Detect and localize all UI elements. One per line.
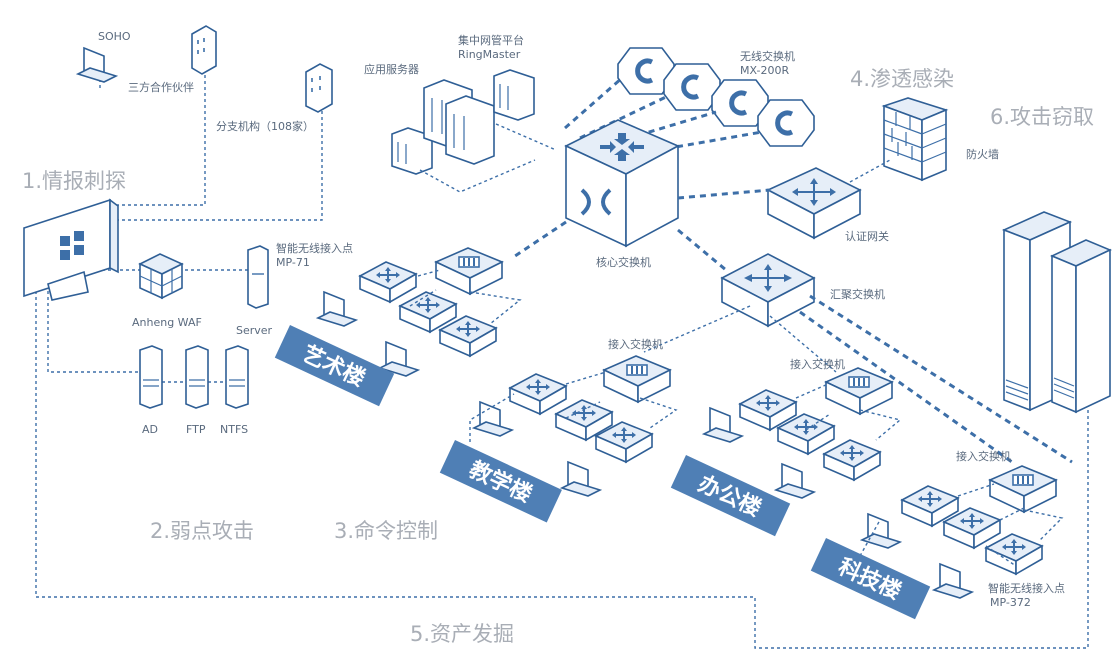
access2-label: 接入交换机 bbox=[790, 357, 845, 371]
core-switch bbox=[564, 119, 680, 248]
branch-building-icon bbox=[305, 63, 333, 113]
office-building-ribbon: 办公楼 bbox=[670, 455, 791, 537]
soho-laptop bbox=[77, 47, 117, 83]
branch-label: 分支机构（108家） bbox=[216, 119, 314, 133]
teaching-building-ribbon: 教学楼 bbox=[439, 440, 562, 523]
wlc-label-1: 无线交换机 bbox=[740, 49, 795, 63]
waf-label: Anheng WAF bbox=[132, 316, 202, 329]
ad-server-icon bbox=[139, 345, 163, 409]
stage-1-label: 1.情报刺探 bbox=[22, 169, 126, 193]
partner-label: 三方合作伙伴 bbox=[128, 80, 194, 94]
ftp-label: FTP bbox=[186, 423, 206, 436]
tech-building-ribbon: 科技楼 bbox=[810, 538, 931, 620]
teaching-cluster: 接入交换机 bbox=[469, 337, 678, 497]
tech-cluster: 接入交换机 bbox=[859, 449, 1064, 599]
wlc-label-2: MX-200R bbox=[740, 64, 789, 77]
ap-mp71-icon bbox=[247, 245, 269, 309]
monitor-device bbox=[23, 198, 119, 301]
app-server-label: 应用服务器 bbox=[364, 62, 419, 76]
nms-label-1: 集中网管平台 bbox=[458, 33, 524, 47]
app-server-cluster bbox=[391, 69, 535, 175]
core-switch-label: 核心交换机 bbox=[596, 255, 651, 269]
firewall-icon bbox=[881, 97, 949, 182]
ap-mp71-label-2: MP-71 bbox=[276, 256, 310, 269]
art-building-ribbon: 艺术楼 bbox=[274, 325, 395, 407]
ntfs-server-icon bbox=[225, 345, 249, 409]
stage-6-label: 6.攻击窃取 bbox=[990, 105, 1094, 129]
agg-switch-label: 汇聚交换机 bbox=[830, 287, 885, 301]
ad-label: AD bbox=[142, 423, 158, 436]
perimeter-lines bbox=[35, 55, 1089, 649]
ftp-server-icon bbox=[185, 345, 209, 409]
wireless-controllers bbox=[617, 47, 815, 147]
aggregation-switch bbox=[720, 253, 816, 328]
auth-gateway-label: 认证网关 bbox=[845, 229, 889, 243]
art-cluster bbox=[317, 247, 522, 377]
stage-2-label: 2.弱点攻击 bbox=[150, 519, 254, 543]
firewall-label: 防火墙 bbox=[966, 147, 999, 161]
ntfs-label: NTFS bbox=[220, 423, 248, 436]
partner-building-icon bbox=[191, 25, 217, 75]
ap-mp372-label-1: 智能无线接入点 bbox=[988, 581, 1065, 595]
ap-mp372-label-2: MP-372 bbox=[990, 596, 1031, 609]
data-center-towers bbox=[1001, 211, 1112, 414]
soho-label: SOHO bbox=[98, 30, 131, 43]
waf-cube-icon bbox=[138, 253, 184, 300]
server-label: Server bbox=[236, 324, 273, 337]
access3-label: 接入交换机 bbox=[956, 449, 1011, 463]
stage-4-label: 4.渗透感染 bbox=[850, 67, 954, 91]
nms-label-2: RingMaster bbox=[458, 48, 521, 61]
stage-5-label: 5.资产发掘 bbox=[410, 622, 514, 646]
auth-gateway bbox=[766, 167, 862, 240]
stage-3-label: 3.命令控制 bbox=[334, 519, 438, 543]
access1-label: 接入交换机 bbox=[608, 337, 663, 351]
office-cluster: 接入交换机 bbox=[703, 357, 902, 499]
ap-mp71-label-1: 智能无线接入点 bbox=[276, 241, 353, 255]
